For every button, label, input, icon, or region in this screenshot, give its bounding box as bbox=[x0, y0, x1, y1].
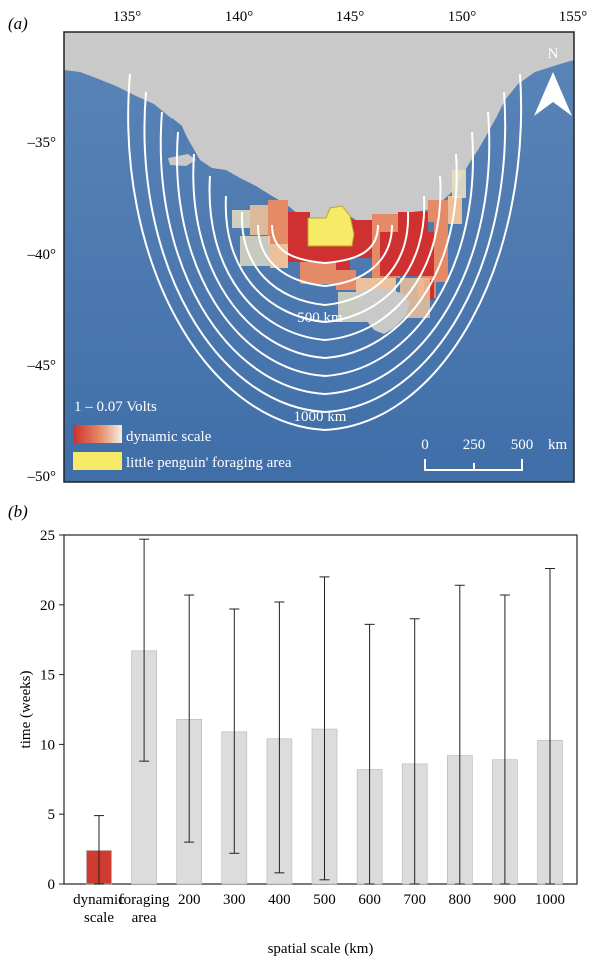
scale-bar: 0 250 500 km bbox=[421, 437, 568, 471]
legend-dynamic-label: dynamic scale bbox=[126, 429, 212, 445]
x-tick-label: scale bbox=[84, 910, 114, 926]
x-tick-label: area bbox=[132, 910, 157, 926]
x-tick-label: 600 bbox=[358, 892, 381, 908]
x-tick-label: 200 bbox=[178, 892, 201, 908]
ring bbox=[159, 111, 491, 396]
lat-tick: –45° bbox=[27, 358, 57, 374]
lon-tick: 155° bbox=[559, 9, 588, 25]
lon-tick: 150° bbox=[448, 9, 477, 25]
ring-label-1000: 1000 km bbox=[294, 409, 347, 425]
distance-rings bbox=[127, 73, 523, 432]
ring bbox=[192, 153, 458, 360]
y-tick-label: 5 bbox=[48, 807, 56, 823]
y-tick-label: 0 bbox=[48, 877, 56, 893]
y-axis-label: time (weeks) bbox=[18, 671, 34, 749]
lat-tick: –40° bbox=[27, 247, 57, 263]
lon-tick: 145° bbox=[336, 9, 365, 25]
foraging-area bbox=[307, 205, 355, 247]
y-tick-label: 20 bbox=[40, 598, 55, 614]
tasmania bbox=[356, 288, 410, 334]
ring bbox=[176, 131, 474, 378]
scalebar-unit: km bbox=[548, 437, 568, 453]
x-tick-label: 1000 bbox=[535, 892, 565, 908]
north-label: N bbox=[548, 46, 559, 62]
ring bbox=[240, 211, 410, 307]
legend-title: 1 – 0.07 Volts bbox=[74, 399, 157, 415]
kangaroo-island bbox=[168, 154, 196, 166]
lat-tick: –35° bbox=[27, 135, 57, 151]
scalebar-tick-label: 500 bbox=[511, 437, 534, 453]
ring bbox=[224, 195, 426, 324]
legend-foraging-label: little penguin' foraging area bbox=[126, 455, 292, 471]
gulf bbox=[172, 118, 188, 148]
scalebar-tick-label: 250 bbox=[463, 437, 486, 453]
north-arrow-icon bbox=[534, 72, 572, 116]
y-tick-label: 15 bbox=[40, 668, 55, 684]
lon-tick: 140° bbox=[225, 9, 254, 25]
ring bbox=[271, 224, 379, 265]
map-lat-ticks: –35° –40° –45° –50° bbox=[27, 135, 57, 485]
scalebar-tick-label: 0 bbox=[421, 437, 429, 453]
panel-b-label: (b) bbox=[8, 502, 28, 521]
map-lon-ticks: 135° 140° 145° 150° 155° bbox=[113, 9, 588, 25]
x-tick-label: 400 bbox=[268, 892, 291, 908]
x-tick-label: dynamic bbox=[73, 892, 125, 908]
x-tick-label: 800 bbox=[449, 892, 472, 908]
lat-tick: –50° bbox=[27, 469, 57, 485]
ring bbox=[143, 91, 507, 414]
map: 500 km 1000 km N 1 – 0.07 Volts dynamic … bbox=[64, 32, 574, 482]
scalebar-line bbox=[424, 459, 523, 471]
y-tick-label: 10 bbox=[40, 737, 55, 753]
bar-chart: 0 5 10 15 20 25 dynamic scale foraging area 200 300… bbox=[18, 528, 578, 957]
x-tick-label: foraging bbox=[119, 892, 170, 908]
x-tick-label: 300 bbox=[223, 892, 246, 908]
ring bbox=[127, 73, 523, 432]
legend-dynamic-swatch bbox=[73, 425, 122, 443]
x-tick-label: 500 bbox=[313, 892, 336, 908]
mainland bbox=[64, 32, 574, 222]
lon-tick: 135° bbox=[113, 9, 142, 25]
x-tick-label: 700 bbox=[403, 892, 426, 908]
map-legend: 1 – 0.07 Volts dynamic scale little peng… bbox=[73, 399, 292, 471]
y-tick-label: 25 bbox=[40, 528, 55, 544]
map-frame bbox=[63, 31, 575, 483]
bar bbox=[131, 650, 157, 885]
panel-a-label: (a) bbox=[8, 14, 28, 33]
ring bbox=[208, 175, 442, 342]
ring bbox=[257, 224, 393, 288]
legend-foraging-swatch bbox=[73, 452, 122, 470]
ring-label-500: 500 km bbox=[297, 310, 343, 326]
x-axis-label: spatial scale (km) bbox=[268, 941, 374, 957]
north-arrow: N bbox=[534, 46, 572, 116]
x-tick-label: 900 bbox=[494, 892, 517, 908]
